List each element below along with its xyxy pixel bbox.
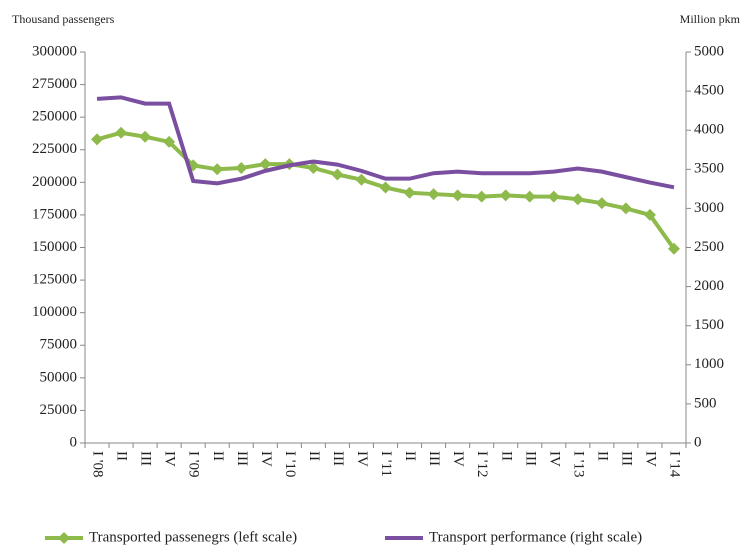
y-tick-label: 275000	[32, 76, 77, 92]
x-tick-label: I '12	[474, 451, 490, 477]
x-tick-label: II	[498, 451, 514, 461]
y2-tick-label: 5000	[694, 43, 724, 59]
point-marker	[379, 181, 392, 194]
point-marker	[619, 202, 632, 215]
x-tick-label: IV	[162, 451, 178, 467]
x-tick-label: IV	[354, 451, 370, 467]
x-tick-label: III	[618, 451, 634, 466]
y-tick-label: 200000	[32, 174, 77, 190]
y-tick-label: 125000	[32, 272, 77, 288]
x-tick-label: III	[138, 451, 154, 466]
x-tick-label: I '08	[90, 451, 106, 477]
y2-tick-label: 4000	[694, 122, 724, 138]
point-marker	[499, 189, 512, 202]
x-tick-label: II	[594, 451, 610, 461]
point-marker	[427, 188, 440, 201]
x-tick-label: II	[210, 451, 226, 461]
x-tick-label: III	[234, 451, 250, 466]
y-tick-label: 300000	[32, 43, 77, 59]
x-tick-label: I '10	[282, 451, 298, 477]
y-tick-label: 175000	[32, 206, 77, 222]
point-marker	[571, 193, 584, 206]
point-marker	[211, 163, 224, 176]
point-marker	[235, 161, 248, 174]
x-tick-label: III	[426, 451, 442, 466]
point-marker	[259, 158, 272, 171]
y-tick-label: 250000	[32, 109, 77, 125]
x-tick-label: I '09	[186, 451, 202, 477]
point-marker	[547, 190, 560, 203]
x-tick-label: IV	[546, 451, 562, 467]
x-tick-label: I '13	[570, 451, 586, 477]
point-marker	[163, 135, 176, 148]
x-tick-label: IV	[450, 451, 466, 467]
y2-tick-label: 2500	[694, 239, 724, 255]
point-marker	[115, 126, 128, 139]
point-marker	[475, 190, 488, 203]
x-tick-label: I '14	[667, 451, 683, 478]
y-tick-label: 50000	[40, 369, 78, 385]
point-marker	[451, 189, 464, 202]
point-marker	[91, 133, 104, 146]
y-axis-title: Thousand passengers	[12, 12, 115, 26]
point-marker	[643, 208, 656, 221]
y2-tick-label: 1500	[694, 317, 724, 333]
y-tick-label: 225000	[32, 141, 77, 157]
y-tick-label: 25000	[40, 402, 78, 418]
point-marker	[523, 190, 536, 203]
legend-label: Transport performance (right scale)	[429, 529, 642, 545]
x-tick-label: II	[114, 451, 130, 461]
y2-tick-label: 1000	[694, 356, 724, 372]
point-marker	[307, 161, 320, 174]
point-marker	[667, 242, 680, 255]
x-tick-label: IV	[258, 451, 274, 467]
legend-marker	[58, 532, 70, 544]
y2-tick-label: 3000	[694, 200, 724, 216]
point-marker	[355, 173, 368, 186]
y2-tick-label: 3500	[694, 161, 724, 177]
point-marker	[139, 130, 152, 143]
series-line	[96, 95, 675, 190]
point-marker	[595, 197, 608, 210]
x-tick-label: III	[330, 451, 346, 466]
y2-tick-label: 500	[694, 395, 717, 411]
point-marker	[331, 168, 344, 181]
y2-axis-title: Million pkm	[680, 12, 741, 26]
point-marker	[403, 186, 416, 199]
x-tick-label: II	[306, 451, 322, 461]
x-tick-label: II	[402, 451, 418, 461]
y2-tick-label: 0	[694, 434, 702, 450]
x-tick-label: IV	[643, 451, 659, 467]
y2-tick-label: 2000	[694, 278, 724, 294]
y-tick-label: 75000	[40, 337, 78, 353]
y-tick-label: 0	[70, 434, 78, 450]
x-tick-label: I '11	[378, 451, 394, 477]
y-tick-label: 150000	[32, 239, 77, 255]
legend-label: Transported passenegrs (left scale)	[89, 529, 297, 545]
x-tick-label: III	[522, 451, 538, 466]
y-tick-label: 100000	[32, 304, 77, 320]
y2-tick-label: 4500	[694, 83, 724, 99]
